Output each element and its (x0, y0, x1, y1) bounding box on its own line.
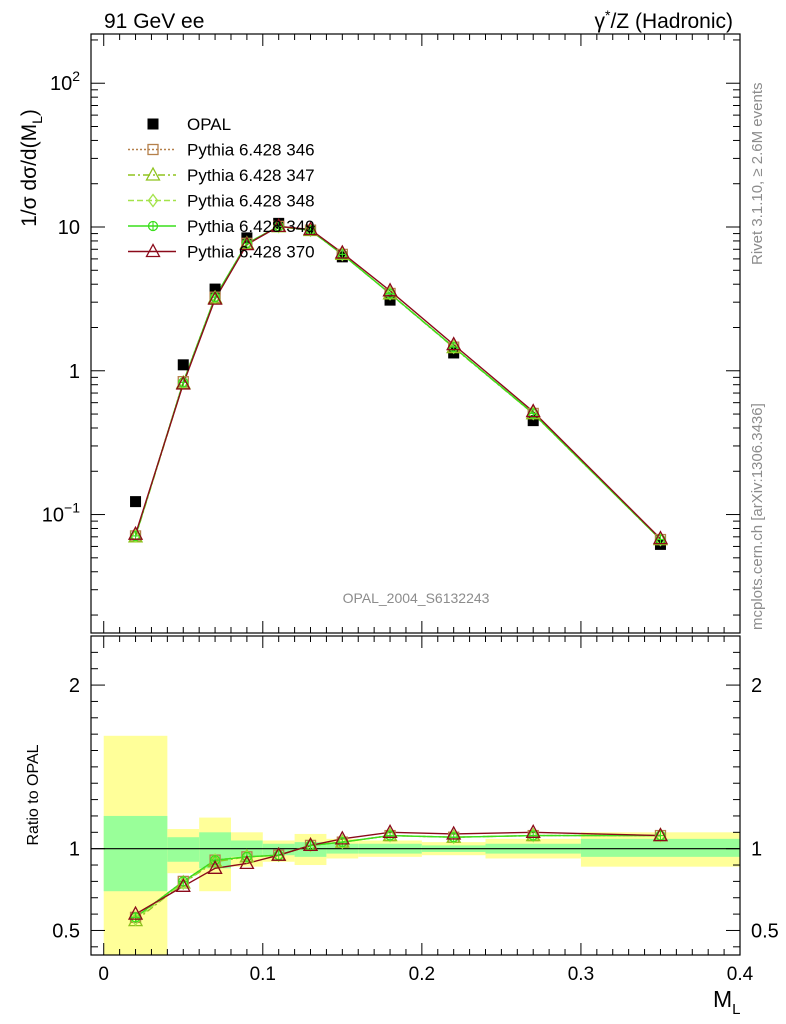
main-ylabel: 1/σ dσ/d(ML) (18, 109, 45, 227)
ratio-point-s4-3 (239, 855, 255, 870)
ratio-point-s4-7 (382, 823, 398, 838)
header-left: 91 GeV ee (104, 10, 204, 33)
ratio-point-s4-0 (127, 905, 144, 920)
rivet-label: Rivet 3.1.10, ≥ 2.6M events (749, 83, 766, 266)
ratio-point-s2-7 (384, 828, 396, 843)
main-line-1 (134, 225, 661, 541)
main-point-s3-7 (384, 286, 396, 301)
legend-marker-3 (147, 193, 159, 208)
ratio-point-s2-2 (209, 853, 221, 868)
ratio-point-s4-5 (302, 837, 319, 852)
main-point-s5-9 (525, 403, 541, 418)
main-y-tick-label: 10−1 (42, 500, 80, 527)
main-point-s0-1 (177, 359, 189, 371)
main-line-2 (134, 225, 661, 541)
legend-label-3: Pythia 6.428 348 (187, 192, 315, 211)
ratio-point-s4-8 (446, 825, 462, 840)
main-point-s5-7 (382, 282, 398, 297)
x-tick-label: 0.1 (250, 964, 276, 985)
main-point-s5-6 (334, 244, 350, 259)
main-point-s5-10 (652, 530, 669, 545)
analysis-watermark: OPAL_2004_S6132243 (343, 590, 490, 606)
ratio-y-tick-label: 1 (69, 839, 80, 861)
x-tick-label: 0.4 (727, 964, 754, 985)
mcplots-label: mcplots.cern.ch [arXiv:1306.3436] (749, 403, 766, 630)
ratio-y-tick-label: 2 (69, 675, 80, 697)
ratio-frame (90, 635, 741, 956)
main-line-3 (134, 225, 661, 541)
ratio-y-tick-label-right: 2 (751, 675, 762, 697)
header-right: γ*/Z (Hadronic) (595, 7, 733, 33)
main-y-tick-label: 102 (50, 68, 80, 95)
ratio-panel: 0 0.1 0.2 0.3 0.4 0.5 0.5 1 1 2 2 (52, 635, 779, 985)
ratio-point-s2-8 (448, 830, 459, 845)
main-point-s5-2 (207, 290, 223, 305)
x-tick-label: 0 (98, 964, 109, 985)
band-green-0 (103, 815, 168, 892)
main-point-s0-9 (527, 415, 539, 427)
legend-marker-5 (145, 243, 161, 258)
main-frame (90, 33, 741, 634)
main-line-4 (134, 225, 661, 541)
ratio-y-tick-label: 0.5 (52, 920, 80, 942)
ratio-point-s4-2 (207, 859, 223, 874)
ratio-ylabel: Ratio to OPAL (25, 744, 42, 845)
main-point-s5-4 (271, 218, 287, 233)
legend-label-5: Pythia 6.428 370 (187, 243, 315, 262)
main-panel: 10−1 1 10 102 (42, 33, 741, 634)
main-y-tick-label: 10 (58, 217, 80, 239)
ratio-point-s4-4 (271, 846, 287, 861)
legend-label-1: Pythia 6.428 346 (187, 141, 315, 160)
main-point-s0-0 (130, 496, 142, 508)
legend-marker-0 (147, 118, 159, 130)
main-point-s0-2 (209, 283, 221, 295)
legend-marker-2 (145, 166, 161, 181)
ratio-y-tick-label-right: 1 (751, 839, 762, 861)
xlabel: ML (713, 986, 741, 1018)
ratio-point-s2-9 (527, 828, 539, 843)
main-point-s5-0 (127, 525, 144, 540)
ratio-point-s4-10 (652, 827, 669, 842)
main-point-s3-8 (448, 340, 459, 355)
legend: OPAL Pythia 6.428 346 Pythia 6.428 347 Pyth… (128, 115, 315, 262)
x-tick-label: 0.3 (568, 964, 594, 985)
main-point-s5-5 (302, 221, 319, 236)
legend-label-2: Pythia 6.428 347 (187, 166, 315, 185)
legend-marker-1 (147, 143, 159, 156)
ratio-y-tick-label-right: 0.5 (751, 920, 779, 942)
main-point-s3-2 (209, 290, 221, 305)
ratio-point-s2-6 (337, 835, 348, 850)
legend-label-0: OPAL (187, 115, 231, 134)
ratio-point-s4-9 (525, 823, 541, 838)
ratio-point-s2-3 (241, 849, 253, 864)
main-point-s5-8 (446, 336, 462, 351)
ratio-point-s4-1 (175, 877, 191, 892)
main-line-5 (134, 225, 661, 540)
ratio-point-s4-6 (334, 830, 350, 845)
legend-label-4: Pythia 6.428 349 (187, 217, 315, 236)
x-tick-label: 0.2 (409, 964, 435, 985)
main-y-tick-label: 1 (69, 361, 80, 383)
band-green-10 (580, 838, 740, 857)
band-green-1 (167, 837, 200, 862)
main-point-s5-1 (175, 375, 191, 390)
main-point-s5-3 (239, 236, 255, 251)
